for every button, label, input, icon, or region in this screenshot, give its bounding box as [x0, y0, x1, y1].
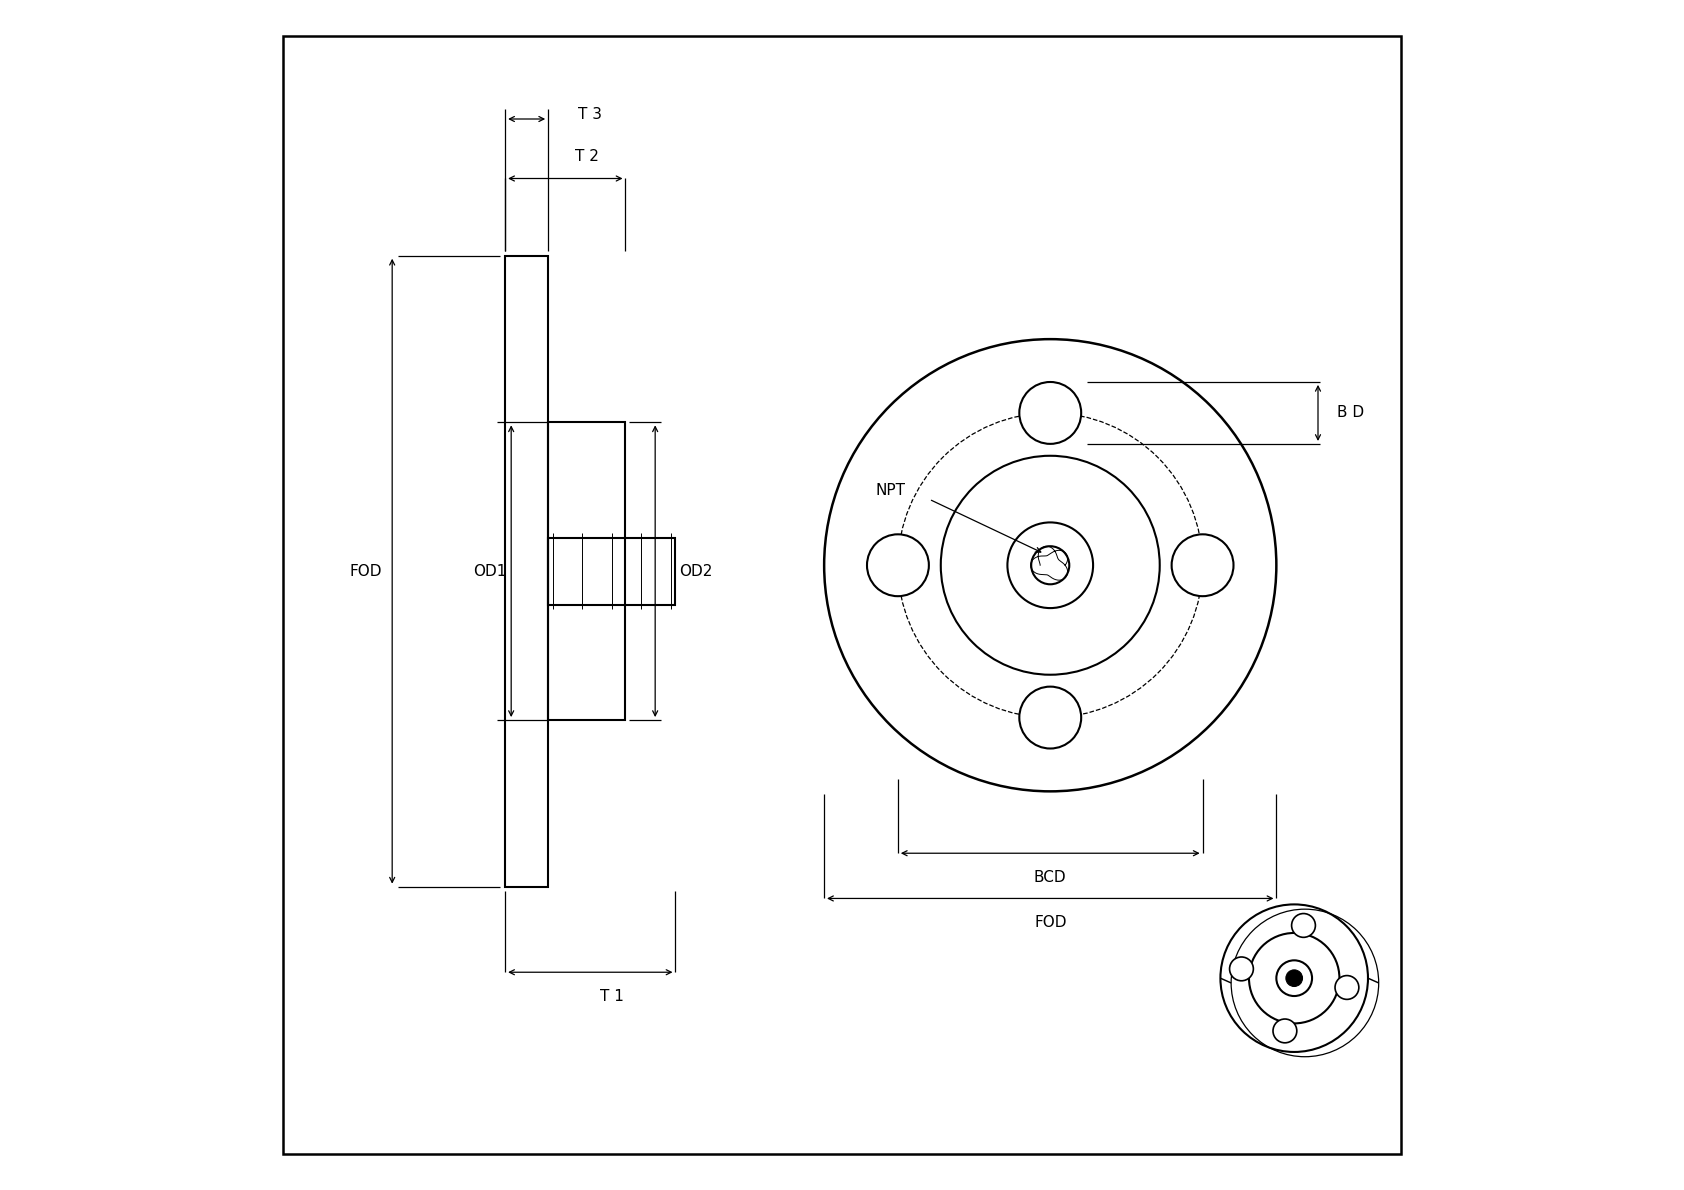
Bar: [547, 538, 675, 605]
Text: BCD: BCD: [1034, 870, 1066, 885]
Circle shape: [1229, 957, 1253, 981]
Text: NPT: NPT: [876, 483, 906, 499]
Circle shape: [1335, 976, 1359, 1000]
Text: OD2: OD2: [679, 564, 712, 578]
Circle shape: [1292, 914, 1315, 938]
Text: T 1: T 1: [600, 989, 623, 1004]
Text: B D: B D: [1337, 406, 1364, 420]
Text: T 3: T 3: [578, 107, 601, 121]
Bar: [505, 256, 547, 887]
Bar: [547, 422, 625, 720]
Text: T 2: T 2: [574, 149, 600, 164]
Circle shape: [1019, 382, 1081, 444]
Circle shape: [1172, 534, 1233, 596]
Circle shape: [867, 534, 930, 596]
Text: OD1: OD1: [473, 564, 507, 578]
Text: FOD: FOD: [350, 564, 382, 578]
Circle shape: [1019, 687, 1081, 749]
Text: FOD: FOD: [1034, 915, 1066, 931]
Circle shape: [1287, 970, 1302, 987]
Circle shape: [1273, 1019, 1297, 1042]
